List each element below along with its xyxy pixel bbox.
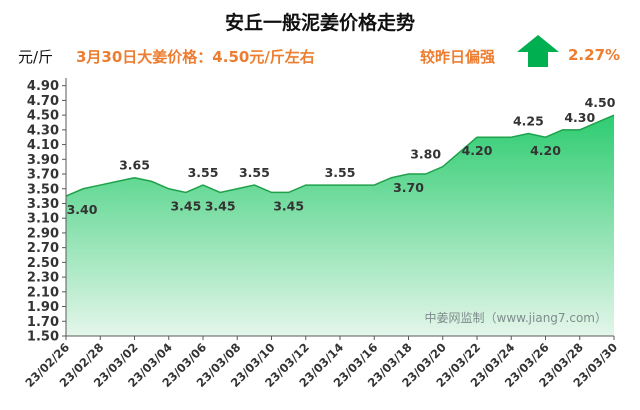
y-tick-label: 4.90 [27,79,59,94]
data-label: 4.30 [564,110,595,125]
series-area [66,115,614,336]
data-label: 3.55 [188,165,219,180]
y-tick-label: 2.30 [27,271,59,286]
unit-label: 元/斤 [18,48,54,66]
watermark: 中姜网监制（www.jiang7.com） [425,310,607,325]
compare-label: 较昨日偏强 [420,48,496,66]
y-tick-label: 3.50 [27,182,59,197]
y-tick-label: 4.10 [27,138,59,153]
y-tick-label: 1.50 [27,330,59,345]
data-label: 3.40 [67,202,98,217]
y-tick-label: 4.30 [27,123,59,138]
chart-title: 安丘一般泥姜价格走势 [224,12,415,34]
y-tick-label: 2.10 [27,285,59,300]
change-percent: 2.27% [568,46,621,64]
y-tick-label: 3.30 [27,197,59,212]
data-label: 4.20 [462,143,493,158]
data-label: 3.70 [393,180,424,195]
y-tick-label: 1.90 [27,300,59,315]
y-tick-label: 3.10 [27,212,59,227]
y-tick-label: 3.90 [27,153,59,168]
data-label: 3.80 [410,147,441,162]
data-label: 3.65 [119,158,150,173]
data-label: 4.20 [530,143,561,158]
data-label: 3.55 [325,165,356,180]
series-line [65,114,615,197]
data-label: 3.55 [239,165,270,180]
data-label: 4.50 [585,95,616,110]
y-tick-label: 3.70 [27,168,59,183]
y-tick-label: 4.50 [27,109,59,124]
y-tick-label: 4.70 [27,94,59,109]
y-tick-label: 2.70 [27,241,59,256]
data-label: 3.45 [273,198,304,213]
data-label: 3.45 [205,198,236,213]
y-tick-label: 2.50 [27,256,59,271]
data-label: 3.45 [170,198,201,213]
y-tick-label: 2.90 [27,226,59,241]
up-arrow-icon [517,35,559,67]
y-tick-label: 1.70 [27,315,59,330]
price-note: 3月30日大姜价格：4.50元/斤左右 [76,48,315,66]
data-label: 4.25 [513,114,544,129]
